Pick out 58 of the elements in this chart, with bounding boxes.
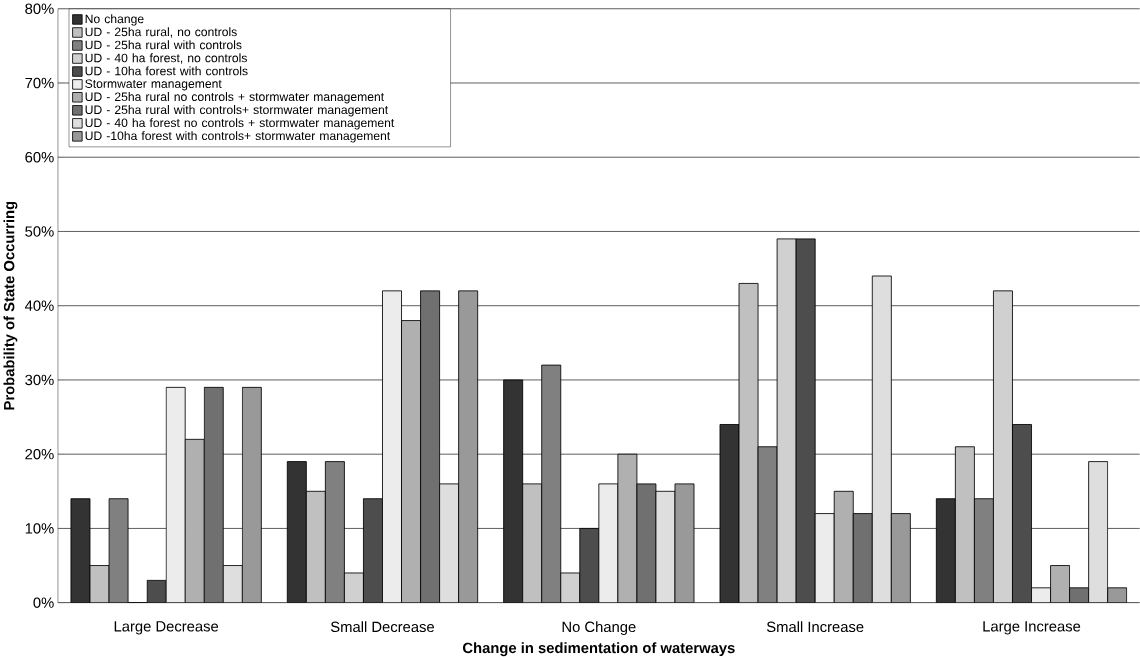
bar	[834, 491, 854, 603]
y-tick-label: 30%	[25, 374, 54, 386]
bar	[954, 446, 975, 603]
bar	[872, 276, 892, 603]
y-tick-label: 40%	[24, 300, 54, 312]
bar	[287, 461, 307, 603]
y-tick-label: 20%	[25, 449, 54, 460]
y-tick-label: 80%	[25, 3, 54, 15]
y-axis-title: Probability of State Occurring	[3, 202, 18, 410]
bar	[796, 239, 816, 603]
bar	[1012, 424, 1032, 603]
legend-label: UD - 25ha rural with controls	[85, 40, 242, 50]
bar	[503, 380, 523, 603]
legend-label: No change	[85, 14, 144, 26]
bar	[439, 484, 459, 603]
bar	[401, 320, 421, 603]
legend-label: UD - 40 ha forest, no controls	[85, 53, 247, 64]
bar	[522, 484, 542, 603]
bar	[223, 565, 243, 603]
bar	[363, 498, 383, 603]
legend-label: UD - 40 ha forest no controls + stormwater management	[85, 118, 395, 130]
bar	[853, 513, 873, 603]
bar	[420, 291, 440, 603]
legend-label: UD - 10ha forest with controls	[85, 66, 248, 76]
bar	[325, 461, 345, 603]
bar	[935, 498, 956, 603]
bar	[598, 484, 618, 603]
bar	[815, 513, 835, 603]
bar	[185, 439, 205, 603]
x-axis-title: Change in sedimentation of waterways	[463, 642, 735, 657]
legend-label: UD -10ha forest with controls+ stormwater management	[85, 131, 391, 143]
bar	[166, 387, 186, 603]
bar	[242, 387, 262, 603]
bar	[306, 491, 326, 603]
y-tick-label: 60%	[25, 152, 54, 163]
bar	[891, 513, 911, 603]
bar	[458, 291, 478, 603]
bar	[579, 528, 599, 603]
bar	[1050, 565, 1071, 603]
x-tick-label: Small Decrease	[330, 621, 435, 633]
x-tick-label: Large Increase	[983, 621, 1081, 635]
bar	[993, 290, 1013, 603]
y-tick-label: 70%	[25, 77, 54, 89]
bar	[973, 498, 994, 603]
y-tick-label: 10%	[25, 523, 54, 534]
legend-label: UD - 25ha rural with controls+ stormwater management	[85, 105, 389, 117]
legend-label: UD - 25ha rural no controls + stormwater management	[85, 92, 385, 104]
legend-label: Stormwater management	[85, 79, 222, 91]
bar	[382, 291, 402, 603]
y-tick-label: 0%	[33, 597, 54, 609]
legend-label: UD - 25ha rural, no controls	[85, 27, 237, 38]
bar	[541, 365, 561, 603]
y-tick-label: 50%	[25, 226, 54, 237]
x-tick-label: No Change	[562, 621, 636, 636]
bar	[1088, 461, 1109, 603]
bar	[204, 387, 224, 603]
x-tick-label: Large Decrease	[114, 621, 219, 635]
x-tick-label: Small Increase	[766, 621, 864, 633]
